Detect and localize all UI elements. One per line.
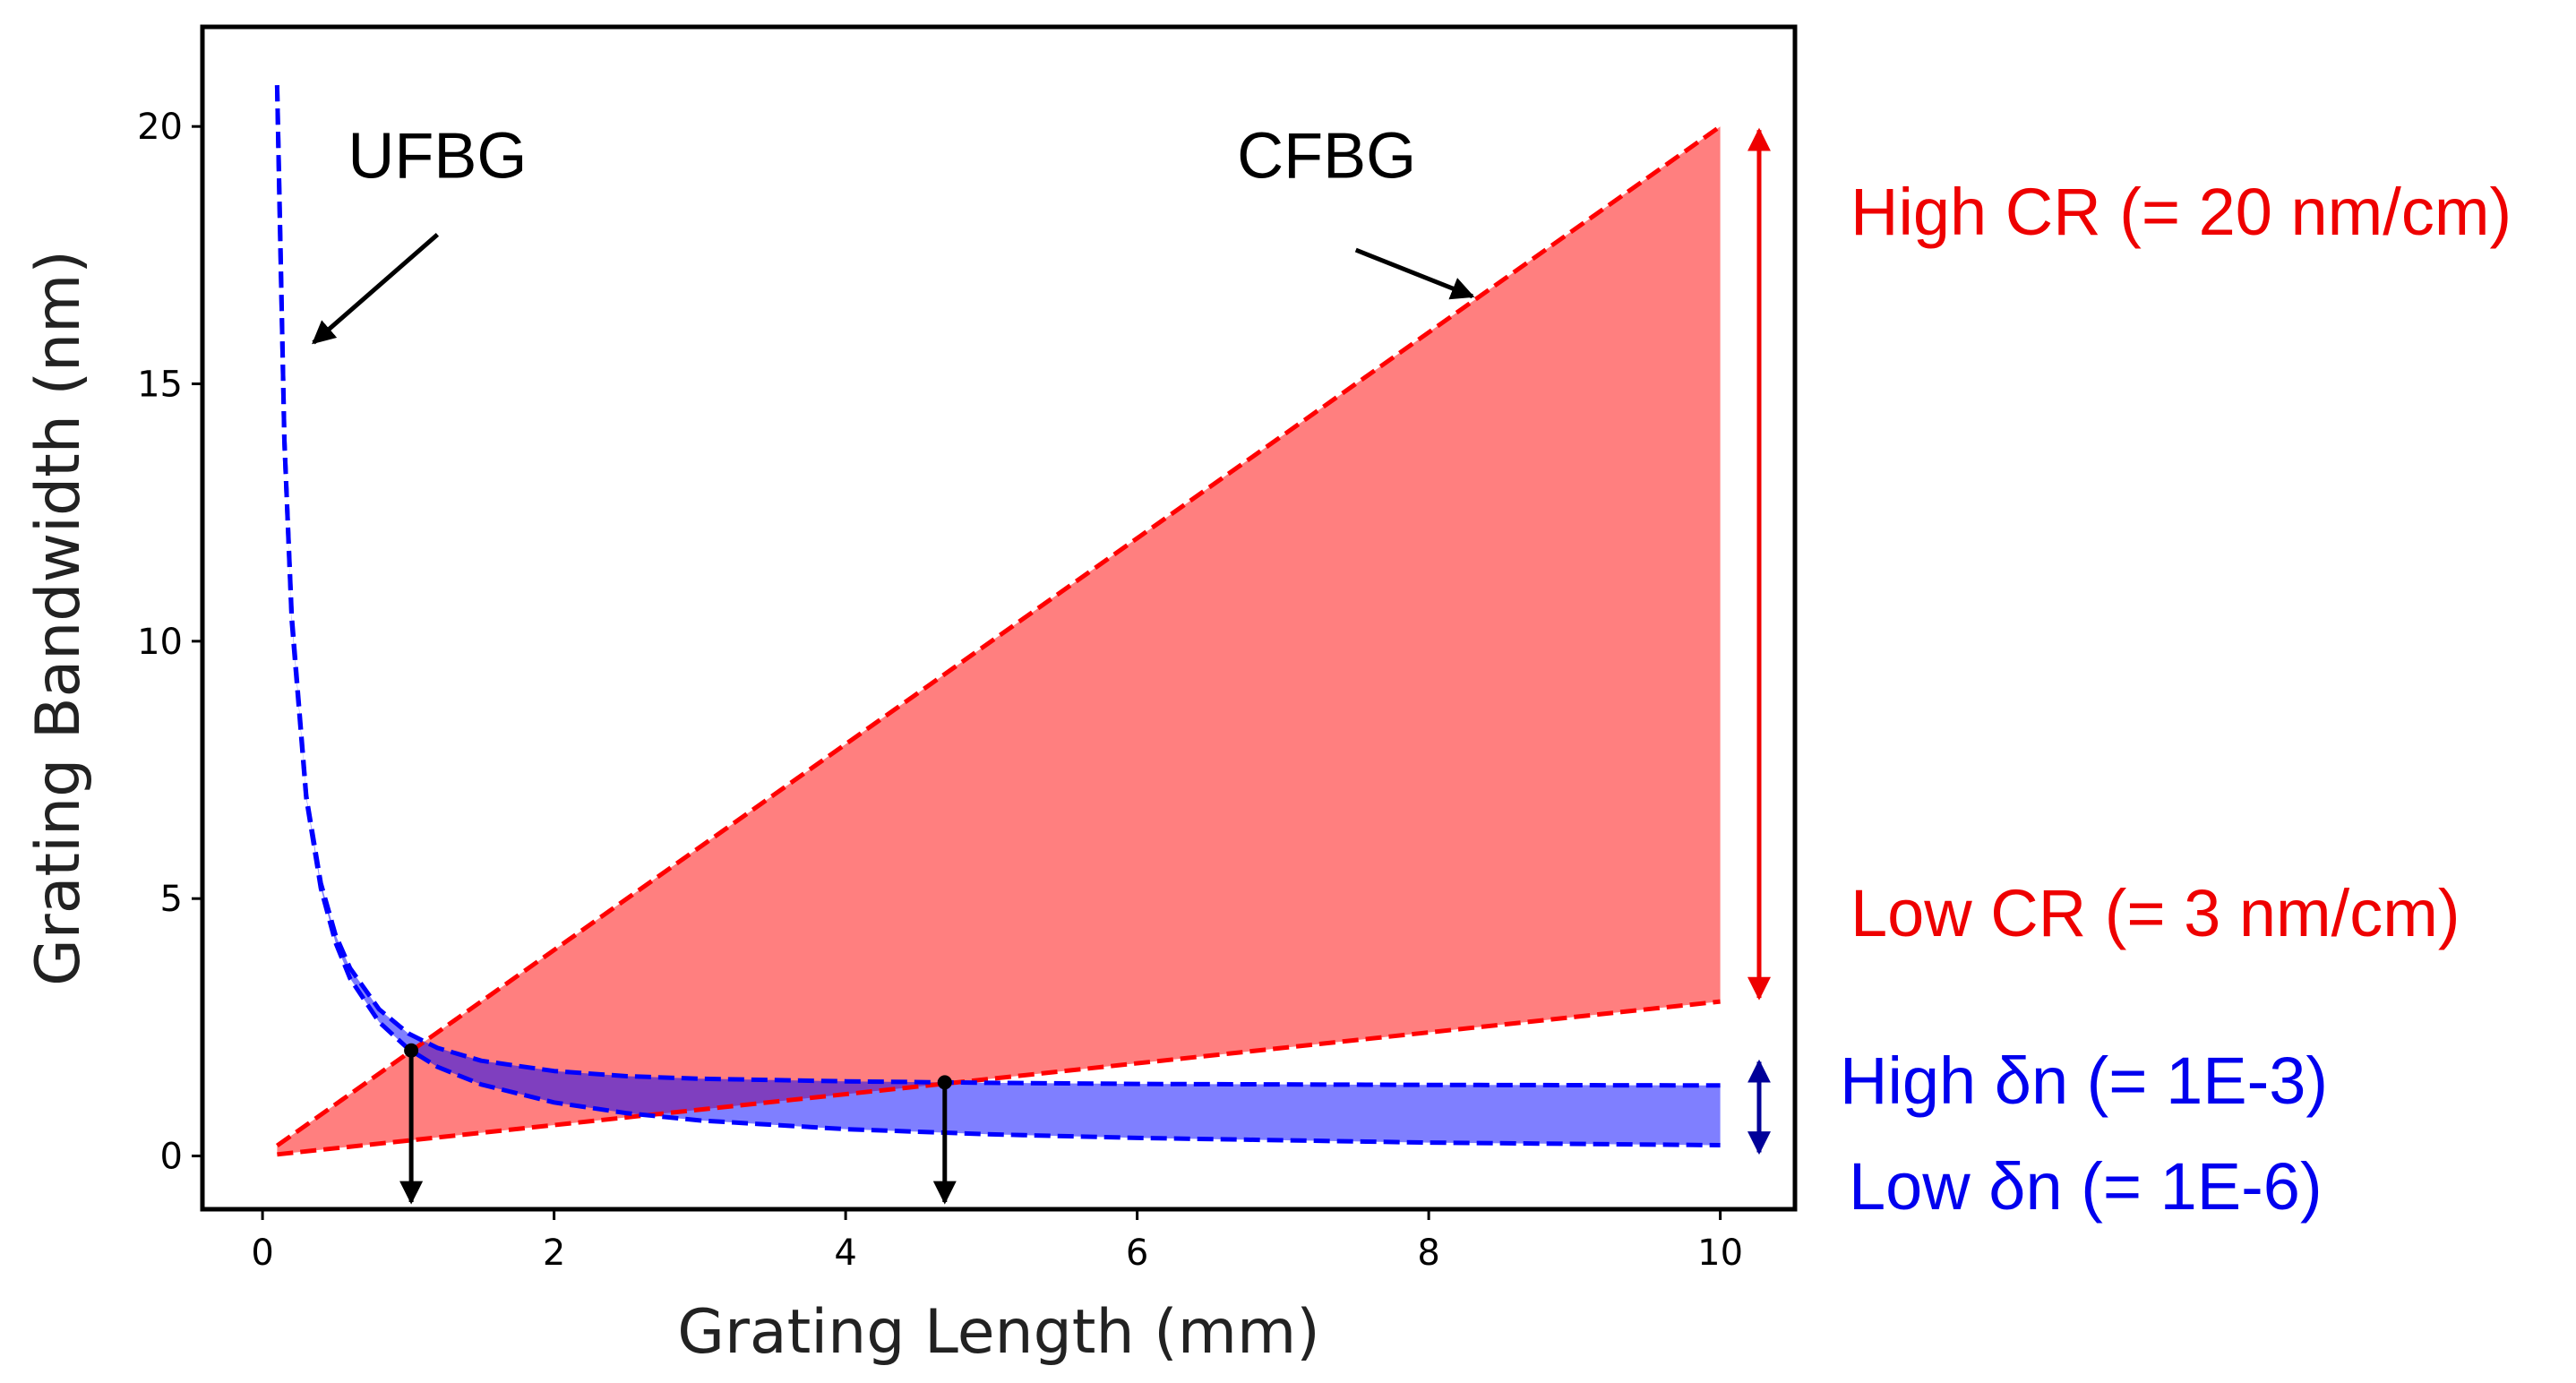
x-tick-label-3: 6 xyxy=(1126,1233,1148,1274)
x-tick-label-2: 4 xyxy=(834,1233,856,1274)
high-dn-label: High δn (= 1E-3) xyxy=(1840,1044,2328,1118)
series-line-3 xyxy=(274,85,1721,1147)
marked-point-0 xyxy=(404,1043,419,1058)
fill-region-0 xyxy=(277,126,1721,1155)
fill-layer xyxy=(277,85,1721,1155)
x-tick-label-5: 10 xyxy=(1697,1233,1743,1274)
x-tick-label-1: 2 xyxy=(543,1233,565,1274)
y-tick-label-3: 15 xyxy=(137,365,183,406)
y-tick-label-2: 10 xyxy=(137,622,183,663)
high-cr-label: High CR (= 20 nm/cm) xyxy=(1850,175,2512,249)
x-tick-label-4: 8 xyxy=(1417,1233,1439,1274)
marks-layer xyxy=(312,232,1475,1205)
marked-point-1 xyxy=(937,1075,952,1090)
plot-frame xyxy=(200,24,1798,1212)
y-tick-label-0: 0 xyxy=(160,1137,183,1178)
series-line-1 xyxy=(277,999,1721,1157)
low-dn-label: Low δn (= 1E-6) xyxy=(1849,1149,2323,1224)
axes-layer: 0 2 4 6 8 10 0 5 10 15 20 xyxy=(137,107,1743,1274)
cfbg-label: CFBG xyxy=(1237,121,1416,193)
series-line-0 xyxy=(275,125,1722,1148)
annotation-arrow-ufbg xyxy=(312,232,440,345)
x-tick-label-0: 0 xyxy=(251,1233,273,1274)
lines-layer xyxy=(274,85,1722,1157)
annotation-arrow-cfbg xyxy=(1354,247,1475,300)
y-axis-label: Grating Bandwidth (nm) xyxy=(23,250,94,986)
y-tick-label-1: 5 xyxy=(160,879,183,920)
low-cr-label: Low CR (= 3 nm/cm) xyxy=(1850,876,2460,950)
x-axis-label: Grating Length (mm) xyxy=(677,1297,1319,1368)
y-tick-label-4: 20 xyxy=(137,107,183,148)
ufbg-label: UFBG xyxy=(348,121,527,193)
